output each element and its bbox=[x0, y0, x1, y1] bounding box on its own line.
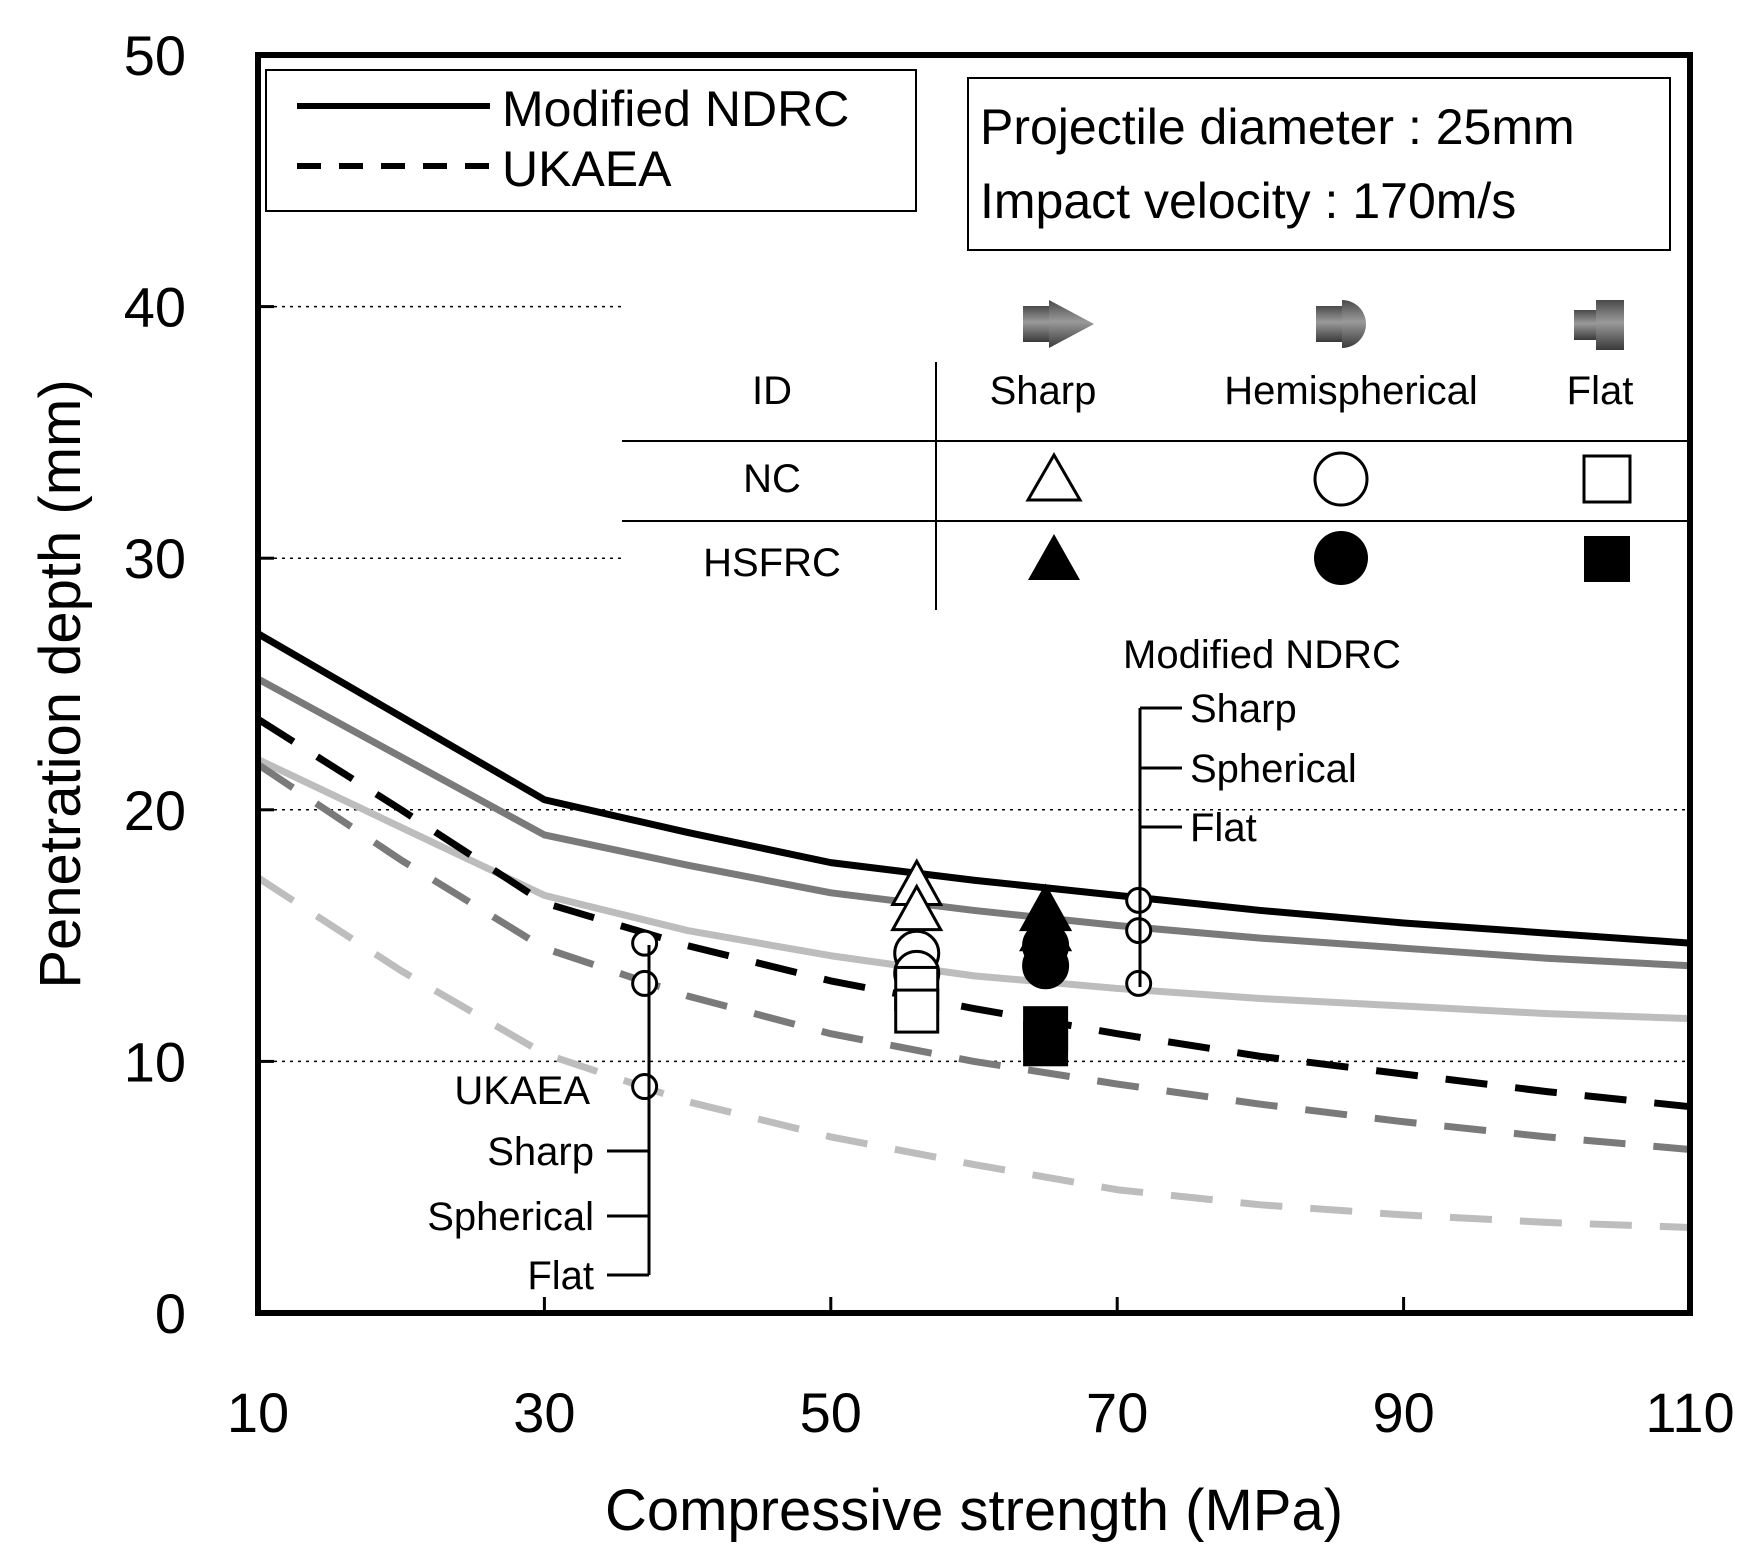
points-layer bbox=[631, 858, 1153, 1101]
series-layer bbox=[256, 630, 1691, 1231]
id-table-row-nc: NC bbox=[743, 457, 801, 501]
y-tick-label-50: 50 bbox=[124, 24, 186, 87]
legend: Modified NDRC UKAEA bbox=[265, 69, 917, 212]
info-box: Projectile diameter : 25mm Impact veloci… bbox=[967, 77, 1671, 251]
ukaea-annotation-title: UKAEA bbox=[454, 1069, 590, 1113]
series-line-modified-ndrc-spherical bbox=[256, 675, 1691, 970]
data-point-nc-triangle-1 bbox=[890, 883, 944, 932]
axis-ticks: 10 30 50 70 90 110 0 10 20 30 40 50 bbox=[124, 24, 1735, 1444]
ndrc-annotation-spherical: Spherical bbox=[1190, 747, 1357, 791]
legend-box bbox=[265, 69, 917, 212]
data-point-marker-ring-14 bbox=[631, 1073, 659, 1101]
hsfrc-flat-symbol bbox=[1584, 536, 1630, 582]
y-tick-label-20: 20 bbox=[124, 779, 186, 842]
nc-flat-symbol bbox=[1582, 454, 1632, 504]
ukaea-annotation-sharp: Sharp bbox=[487, 1130, 594, 1174]
ndrc-annotation-title: Modified NDRC bbox=[1123, 633, 1401, 677]
id-table-row-hsfrc: HSFRC bbox=[703, 541, 841, 585]
flat-projectile-icon bbox=[1574, 300, 1624, 350]
data-point-hsfrc-circle-9 bbox=[1022, 942, 1070, 990]
x-tick-label-70: 70 bbox=[1086, 1381, 1148, 1444]
series-line-ukaea-spherical bbox=[256, 761, 1691, 1153]
x-tick-label-110: 110 bbox=[1645, 1381, 1734, 1444]
series-line-ukaea-flat bbox=[256, 874, 1691, 1231]
y-tick-label-0: 0 bbox=[155, 1282, 186, 1345]
x-tick-label-50: 50 bbox=[800, 1381, 862, 1444]
ndrc-annotation-flat: Flat bbox=[1190, 806, 1257, 850]
hsfrc-sharp-symbol bbox=[1028, 534, 1080, 580]
info-box-frame bbox=[967, 77, 1671, 251]
plot-frame bbox=[255, 52, 1693, 1316]
y-tick-label-30: 30 bbox=[124, 527, 186, 590]
series-line-modified-ndrc-sharp bbox=[256, 630, 1691, 947]
ndrc-annotation-sharp: Sharp bbox=[1190, 687, 1297, 731]
data-point-nc-square-5 bbox=[894, 988, 940, 1034]
hemispherical-projectile-icon bbox=[1316, 300, 1366, 348]
x-axis-title: Compressive strength (MPa) bbox=[605, 1478, 1343, 1543]
hsfrc-hemispherical-symbol bbox=[1314, 531, 1368, 585]
projectile-id-table: ID Sharp Hemispherical Flat NC HSFRC bbox=[622, 300, 1692, 625]
y-tick-label-10: 10 bbox=[124, 1030, 186, 1093]
info-impact-velocity: Impact velocity : 170m/s bbox=[980, 173, 1516, 229]
y-axis-title: Penetration depth (mm) bbox=[28, 379, 93, 988]
data-point-hsfrc-square-11 bbox=[1023, 1021, 1069, 1067]
data-point-marker-ring-12 bbox=[631, 929, 659, 957]
nc-sharp-symbol bbox=[1025, 452, 1083, 502]
info-projectile-diameter: Projectile diameter : 25mm bbox=[980, 99, 1575, 155]
x-tick-label-30: 30 bbox=[513, 1381, 575, 1444]
sharp-projectile-icon bbox=[1023, 300, 1094, 348]
annotation-layer: Modified NDRC Sharp Spherical Flat UKAEA… bbox=[427, 633, 1401, 1298]
series-line-ukaea-sharp bbox=[256, 716, 1691, 1111]
ukaea-annotation-flat: Flat bbox=[527, 1254, 594, 1298]
nc-hemispherical-symbol bbox=[1313, 451, 1369, 507]
legend-label-ndrc: Modified NDRC bbox=[502, 81, 849, 137]
legend-label-ukaea: UKAEA bbox=[502, 141, 672, 197]
id-table-header-id: ID bbox=[752, 369, 792, 413]
x-tick-label-90: 90 bbox=[1372, 1381, 1434, 1444]
y-tick-label-40: 40 bbox=[124, 276, 186, 339]
id-table-header-sharp: Sharp bbox=[990, 369, 1097, 413]
id-table-header-hemispherical: Hemispherical bbox=[1224, 369, 1477, 413]
x-tick-label-10: 10 bbox=[227, 1381, 289, 1444]
data-point-marker-ring-13 bbox=[631, 969, 659, 997]
id-table-header-flat: Flat bbox=[1567, 369, 1634, 413]
id-table-background bbox=[622, 300, 1692, 625]
ukaea-annotation-spherical: Spherical bbox=[427, 1195, 594, 1239]
